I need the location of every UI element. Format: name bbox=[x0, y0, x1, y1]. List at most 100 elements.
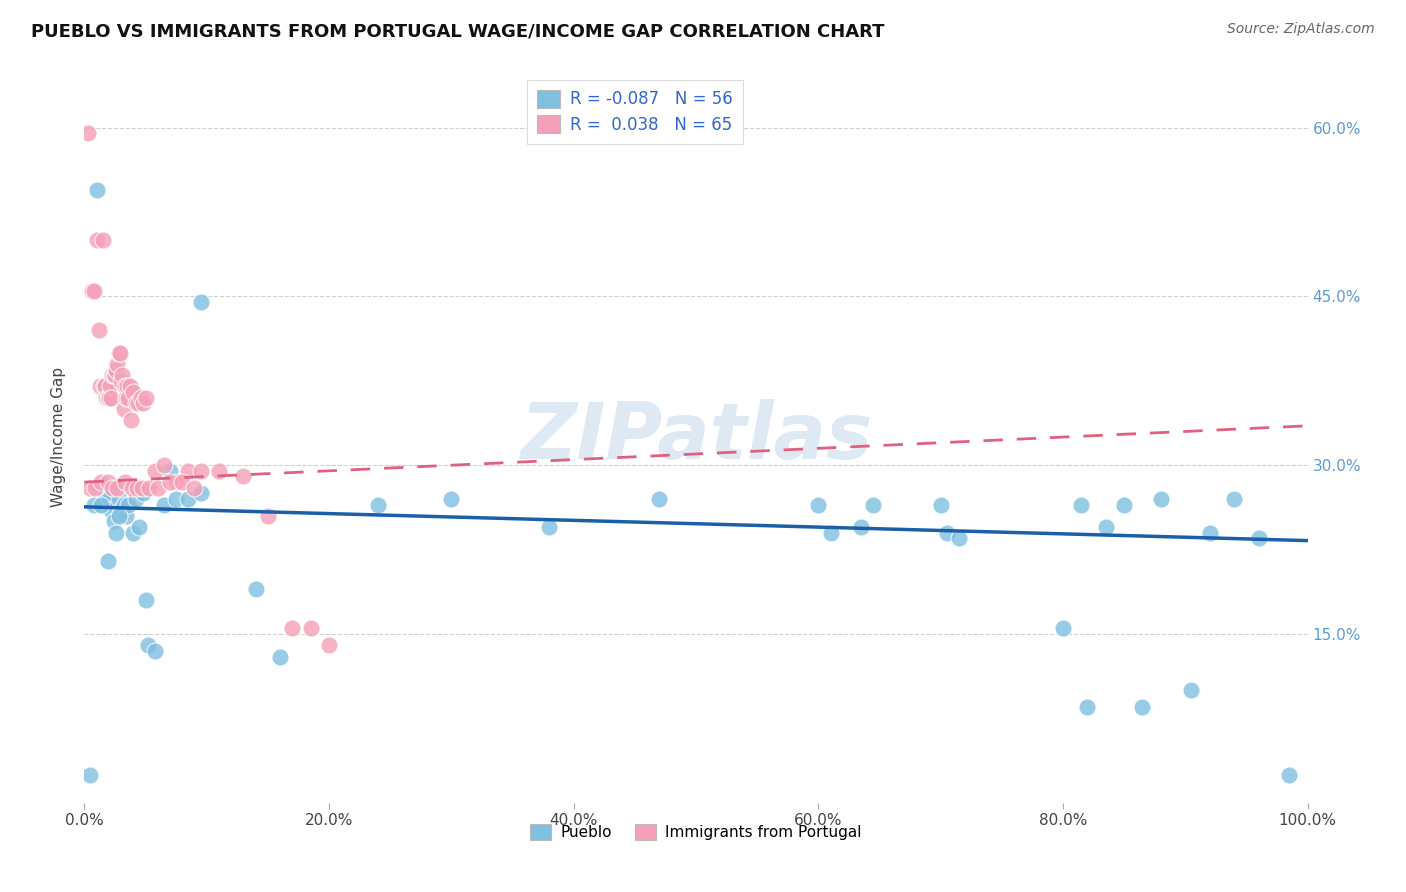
Point bbox=[125, 491, 148, 506]
Point bbox=[107, 491, 129, 506]
Point bbox=[80, 284, 103, 298]
Point bbox=[143, 644, 166, 658]
Point bbox=[100, 391, 122, 405]
Point bbox=[112, 401, 135, 416]
Point bbox=[114, 379, 136, 393]
Point bbox=[105, 357, 128, 371]
Point bbox=[83, 284, 105, 298]
Point bbox=[83, 498, 105, 512]
Point bbox=[103, 368, 125, 383]
Point bbox=[257, 508, 280, 523]
Point bbox=[1070, 498, 1092, 512]
Point bbox=[153, 458, 176, 473]
Point bbox=[935, 525, 957, 540]
Point bbox=[132, 396, 155, 410]
Point bbox=[86, 233, 108, 247]
Point bbox=[648, 491, 671, 506]
Point bbox=[281, 621, 304, 635]
Point bbox=[120, 413, 142, 427]
Point bbox=[1198, 525, 1220, 540]
Point bbox=[1132, 700, 1154, 714]
Point bbox=[97, 491, 120, 506]
Point bbox=[122, 385, 145, 400]
Point bbox=[1052, 621, 1074, 635]
Point bbox=[143, 464, 166, 478]
Point bbox=[159, 475, 181, 489]
Point bbox=[101, 481, 124, 495]
Point bbox=[190, 295, 212, 310]
Text: ZIPatlas: ZIPatlas bbox=[520, 399, 872, 475]
Point bbox=[165, 491, 187, 506]
Point bbox=[929, 498, 952, 512]
Point bbox=[948, 532, 970, 546]
Point bbox=[117, 498, 139, 512]
Point bbox=[79, 767, 101, 781]
Point bbox=[299, 621, 322, 635]
Point bbox=[103, 515, 125, 529]
Point bbox=[90, 498, 112, 512]
Point bbox=[159, 464, 181, 478]
Point bbox=[97, 475, 120, 489]
Point bbox=[97, 391, 120, 405]
Point bbox=[118, 379, 141, 393]
Point bbox=[862, 498, 884, 512]
Point bbox=[440, 491, 463, 506]
Point bbox=[1114, 498, 1136, 512]
Point bbox=[115, 508, 138, 523]
Point bbox=[1223, 491, 1246, 506]
Point bbox=[100, 503, 122, 517]
Point bbox=[97, 554, 120, 568]
Point bbox=[129, 391, 152, 405]
Text: PUEBLO VS IMMIGRANTS FROM PORTUGAL WAGE/INCOME GAP CORRELATION CHART: PUEBLO VS IMMIGRANTS FROM PORTUGAL WAGE/… bbox=[31, 22, 884, 40]
Point bbox=[190, 486, 212, 500]
Point bbox=[849, 520, 872, 534]
Point bbox=[128, 520, 150, 534]
Point bbox=[165, 475, 187, 489]
Point bbox=[98, 379, 121, 393]
Point bbox=[153, 498, 176, 512]
Point bbox=[190, 464, 212, 478]
Point bbox=[125, 481, 148, 495]
Point bbox=[131, 481, 153, 495]
Point bbox=[117, 391, 139, 405]
Point bbox=[101, 368, 124, 383]
Point bbox=[97, 391, 120, 405]
Point bbox=[114, 475, 136, 489]
Point bbox=[177, 464, 200, 478]
Point bbox=[104, 368, 127, 383]
Point bbox=[807, 498, 830, 512]
Point bbox=[1150, 491, 1173, 506]
Point bbox=[1076, 700, 1098, 714]
Point bbox=[125, 396, 148, 410]
Point bbox=[122, 525, 145, 540]
Point bbox=[94, 379, 117, 393]
Point bbox=[84, 481, 107, 495]
Point bbox=[96, 391, 118, 405]
Point bbox=[245, 582, 267, 596]
Point bbox=[105, 362, 128, 376]
Point bbox=[90, 475, 112, 489]
Point bbox=[820, 525, 842, 540]
Point bbox=[110, 503, 132, 517]
Point bbox=[107, 508, 129, 523]
Point bbox=[1180, 683, 1202, 698]
Point bbox=[208, 464, 231, 478]
Point bbox=[96, 486, 118, 500]
Point bbox=[107, 345, 129, 359]
Point bbox=[112, 498, 135, 512]
Point bbox=[1094, 520, 1116, 534]
Point bbox=[105, 481, 128, 495]
Point bbox=[115, 379, 138, 393]
Point bbox=[110, 374, 132, 388]
Text: Source: ZipAtlas.com: Source: ZipAtlas.com bbox=[1227, 22, 1375, 37]
Point bbox=[135, 593, 157, 607]
Point bbox=[136, 638, 159, 652]
Point bbox=[111, 368, 134, 383]
Point bbox=[135, 391, 157, 405]
Point bbox=[89, 379, 111, 393]
Point bbox=[79, 481, 101, 495]
Point bbox=[318, 638, 340, 652]
Point bbox=[132, 486, 155, 500]
Point bbox=[93, 379, 115, 393]
Point bbox=[367, 498, 389, 512]
